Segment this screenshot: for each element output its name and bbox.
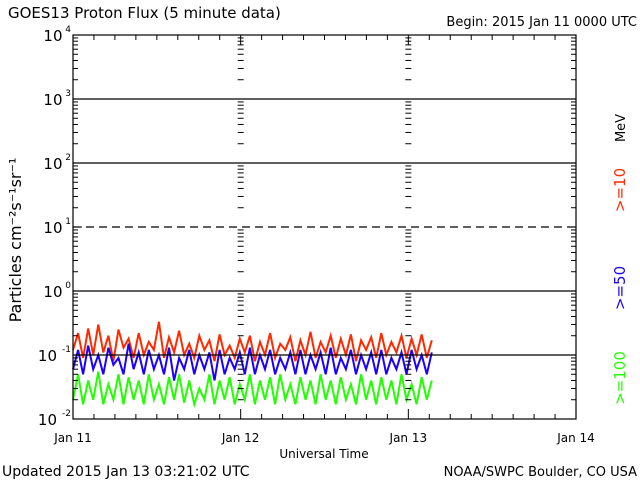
legend-label-ge10: >=10 bbox=[611, 168, 629, 212]
x-tick-label: Jan 11 bbox=[53, 431, 92, 445]
y-tick-label: 10 bbox=[43, 155, 62, 173]
y-tick-exponent: 1 bbox=[65, 217, 71, 227]
y-tick-exponent: 4 bbox=[65, 25, 71, 35]
begin-label: Begin: 2015 Jan 11 0000 UTC bbox=[446, 15, 637, 30]
y-tick-exponent: -1 bbox=[62, 345, 71, 355]
chart-title: GOES13 Proton Flux (5 minute data) bbox=[8, 4, 281, 22]
y-tick-label: 10 bbox=[43, 219, 62, 237]
series-line-ge100 bbox=[72, 371, 433, 409]
y-tick-exponent: 2 bbox=[65, 153, 71, 163]
updated-timestamp: Updated 2015 Jan 13 03:21:02 UTC bbox=[2, 464, 250, 480]
units-label: MeV bbox=[614, 114, 629, 142]
x-tick-label: Jan 14 bbox=[556, 431, 595, 445]
credit-label: NOAA/SWPC Boulder, CO USA bbox=[444, 465, 637, 480]
y-axis-label: Particles cm⁻²s⁻¹sr⁻¹ bbox=[6, 158, 25, 323]
x-axis-label: Universal Time bbox=[279, 447, 368, 461]
legend-label-ge50: >=50 bbox=[611, 266, 629, 310]
y-tick-exponent: 3 bbox=[65, 89, 71, 99]
legend-label-ge100: >=100 bbox=[611, 351, 629, 405]
x-tick-label: Jan 12 bbox=[221, 431, 260, 445]
x-tick-label: Jan 13 bbox=[389, 431, 428, 445]
y-tick-label: 10 bbox=[38, 347, 57, 365]
y-tick-exponent: 0 bbox=[65, 281, 71, 291]
y-tick-label: 10 bbox=[43, 283, 62, 301]
y-tick-label: 10 bbox=[38, 411, 57, 429]
y-tick-label: 10 bbox=[43, 27, 62, 45]
y-tick-label: 10 bbox=[43, 91, 62, 109]
y-tick-exponent: -2 bbox=[62, 409, 71, 419]
series-line-ge50 bbox=[72, 343, 433, 381]
